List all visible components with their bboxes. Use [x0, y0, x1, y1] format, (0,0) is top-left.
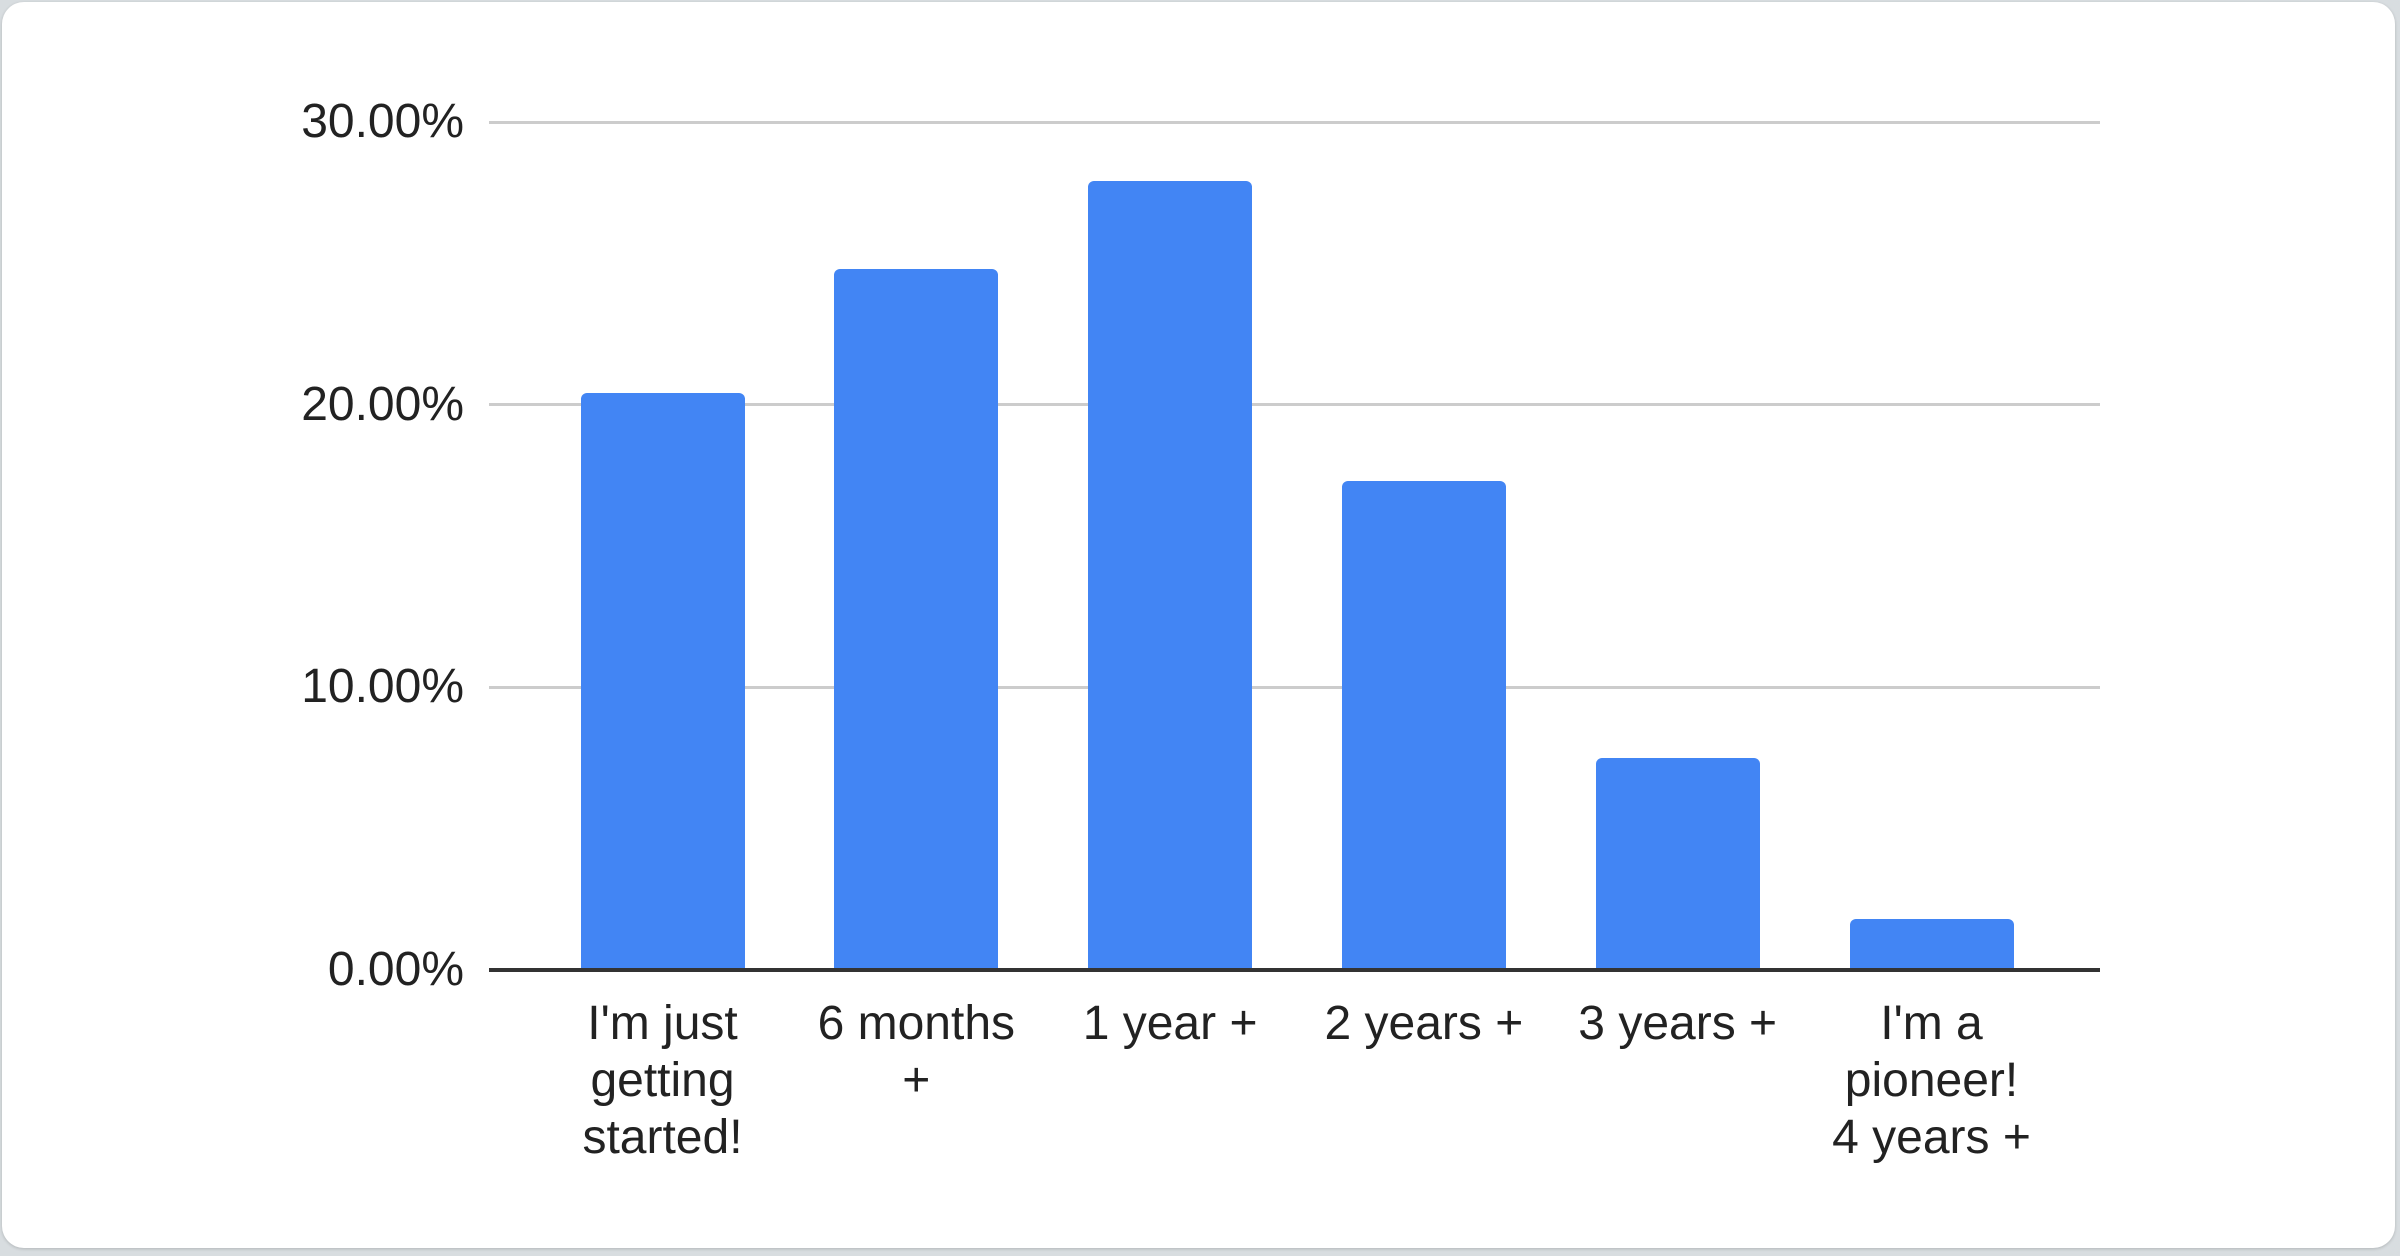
bar[interactable] [1849, 919, 2014, 970]
gridline [489, 120, 2100, 124]
x-axis-category-label: 1 year + [1082, 997, 1258, 1050]
y-axis-tick-label: 0.00% [327, 943, 464, 996]
x-axis-category-label: 3 years + [1578, 997, 1778, 1050]
y-axis-tick-label: 30.00% [301, 95, 464, 148]
y-axis-tick-label: 10.00% [301, 660, 464, 714]
bar[interactable] [580, 393, 745, 970]
gridline [489, 403, 2100, 407]
x-axis-category-label: 2 years + [1324, 997, 1524, 1050]
bar[interactable] [1341, 480, 1506, 970]
x-axis-category-label: I'm a pioneer! 4 years + [1832, 997, 2031, 1164]
x-axis-category-label: I'm just getting started! [582, 997, 743, 1164]
x-axis-category-label: 6 months + [817, 997, 1016, 1107]
x-axis-line [489, 968, 2100, 972]
y-axis-tick-label: 20.00% [301, 377, 464, 431]
bar[interactable] [1088, 181, 1253, 970]
bar[interactable] [834, 268, 999, 970]
gridline [489, 685, 2100, 689]
bar[interactable] [1595, 758, 1760, 970]
